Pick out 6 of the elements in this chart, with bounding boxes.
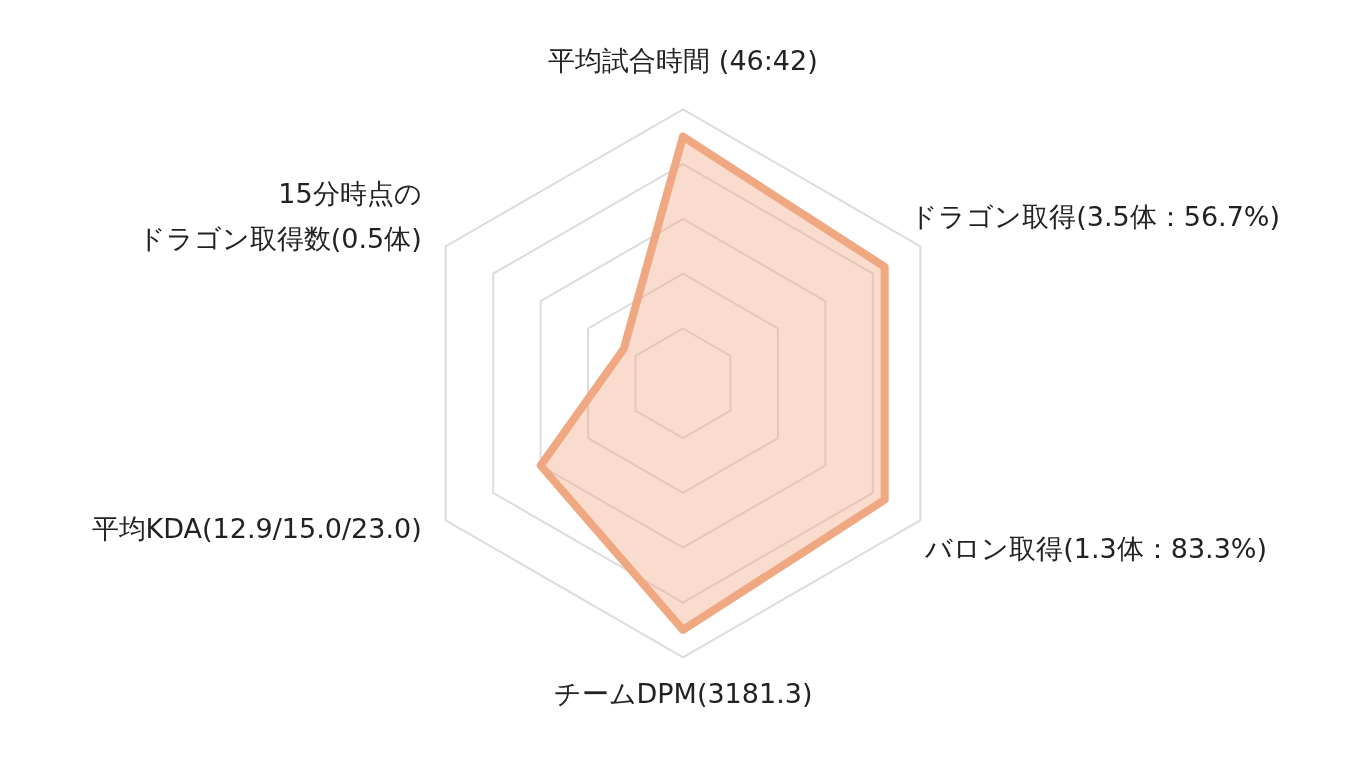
spoke-label: ドラゴン取得(3.5体：56.7%) [910, 200, 1281, 232]
spoke-label: バロン取得(1.3体：83.3%) [924, 532, 1268, 564]
spoke-label: 平均試合時間 (46:42) [548, 44, 818, 76]
spoke-label: チームDPM(3181.3) [553, 677, 813, 709]
spoke-label: 15分時点のドラゴン取得数(0.5体) [137, 177, 422, 254]
spoke-label: 平均KDA(12.9/15.0/23.0) [91, 512, 422, 544]
